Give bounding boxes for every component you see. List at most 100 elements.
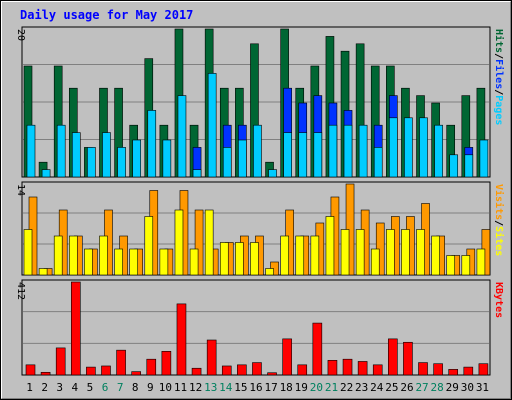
bar-kbytes-day-24 (372, 364, 383, 376)
bar-kbytes-day-7 (116, 349, 126, 376)
bar-sites-day-16 (250, 242, 259, 276)
x-tick-label-day-13: 13 (204, 381, 217, 394)
x-tick-label-day-30: 30 (461, 381, 474, 394)
bar-kbytes-day-27 (418, 362, 428, 376)
bar-pages-day-14 (222, 147, 232, 178)
bar-sites-day-24 (370, 248, 380, 276)
x-tick-label-day-5: 5 (87, 381, 94, 394)
bar-kbytes-day-30 (463, 366, 474, 376)
bar-kbytes-day-22 (342, 358, 353, 376)
bar-sites-day-8 (129, 248, 138, 276)
legend-entry-separator: / (493, 220, 504, 226)
bar-kbytes-day-28 (433, 363, 443, 376)
bar-sites-day-26 (401, 229, 410, 276)
bar-kbytes-day-3 (55, 347, 66, 376)
bar-kbytes-day-13 (206, 339, 217, 376)
bar-kbytes-day-5 (86, 366, 96, 376)
bar-sites-day-18 (280, 235, 289, 276)
bar-pages-day-19 (298, 132, 308, 178)
bar-kbytes-day-31 (478, 363, 489, 376)
bar-sites-day-31 (476, 248, 486, 276)
x-tick-label-day-16: 16 (249, 381, 262, 394)
bar-visits-day-12 (194, 209, 204, 276)
bar-sites-day-7 (114, 248, 123, 276)
bar-sites-day-10 (159, 248, 169, 276)
bar-kbytes-day-6 (101, 365, 111, 376)
bar-kbytes-day-8 (131, 371, 141, 376)
bar-pages-day-21 (328, 124, 338, 178)
x-tick-label-day-19: 19 (295, 381, 308, 394)
bar-kbytes-day-15 (237, 364, 247, 376)
legend-entry-separator: / (493, 89, 504, 95)
bar-pages-day-3 (56, 124, 66, 178)
bar-pages-day-2 (41, 169, 51, 178)
bar-pages-day-27 (419, 117, 428, 178)
bar-sites-day-12 (189, 248, 199, 276)
x-tick-label-day-20: 20 (310, 381, 323, 394)
panel-middle-legend: Visits/Sites (493, 184, 505, 256)
bar-kbytes-day-18 (282, 338, 292, 376)
legend-entry-files: Files (493, 59, 505, 89)
bar-pages-day-25 (389, 117, 398, 178)
bar-kbytes-day-9 (146, 358, 157, 376)
bar-sites-day-11 (174, 209, 184, 276)
legend-entry-separator: / (493, 53, 504, 59)
bar-sites-day-13 (204, 209, 214, 276)
x-tick-label-day-26: 26 (400, 381, 413, 394)
x-tick-label-day-9: 9 (147, 381, 154, 394)
bar-kbytes-day-21 (327, 360, 338, 376)
bar-kbytes-day-23 (357, 361, 368, 376)
x-tick-label-day-27: 27 (415, 381, 428, 394)
bar-kbytes-day-4 (70, 281, 81, 376)
legend-entry-kbytes: KBytes (493, 282, 504, 318)
bar-pages-day-11 (177, 95, 187, 178)
bar-pages-day-28 (434, 124, 443, 178)
bar-sites-day-14 (219, 242, 229, 276)
bar-kbytes-day-25 (388, 338, 398, 376)
bar-pages-day-23 (358, 124, 368, 178)
x-tick-label-day-8: 8 (132, 381, 139, 394)
panel-top: 20 Hits/Files/Pages (15, 26, 505, 178)
bar-pages-day-16 (253, 124, 262, 178)
bar-sites-day-6 (99, 235, 108, 276)
legend-entry-pages: Pages (493, 95, 504, 125)
bar-pages-day-8 (132, 139, 141, 178)
x-tick-label-day-3: 3 (56, 381, 63, 394)
bar-pages-day-10 (162, 139, 172, 178)
panel-bottom-ymax-label: 412 (15, 282, 26, 300)
bar-pages-day-20 (313, 132, 323, 178)
x-axis-labels: 1 2 3 4 5 6 7 8 9 10 11 12 13 14 15 16 17 18 19 20 21 22 23 24 2… (26, 381, 489, 394)
x-tick-label-day-12: 12 (189, 381, 202, 394)
bar-sites-day-3 (53, 235, 63, 276)
bar-kbytes-day-17 (267, 372, 277, 376)
bar-kbytes-day-16 (252, 362, 262, 376)
bar-kbytes-day-11 (176, 303, 187, 376)
bar-sites-day-21 (325, 216, 335, 276)
bar-kbytes-day-12 (191, 367, 202, 376)
x-tick-label-day-10: 10 (159, 381, 172, 394)
panel-middle-ymax-label: 14 (15, 184, 26, 196)
bar-sites-day-29 (446, 255, 456, 276)
bar-sites-day-17 (265, 268, 274, 276)
bar-pages-day-7 (117, 147, 126, 178)
panel-top-legend: Hits/Files/Pages (493, 29, 505, 125)
bar-pages-day-12 (192, 169, 202, 178)
bar-sites-day-30 (461, 255, 471, 276)
x-tick-label-day-22: 22 (340, 381, 353, 394)
bar-pages-day-26 (404, 117, 413, 178)
bar-kbytes-day-14 (221, 365, 232, 376)
x-tick-label-day-7: 7 (117, 381, 124, 394)
bar-pages-day-15 (238, 139, 247, 178)
bar-kbytes-day-19 (297, 364, 308, 376)
legend-entry-sites: Sites (493, 226, 505, 256)
panel-bottom-frame (21, 279, 491, 376)
bar-pages-day-13 (207, 73, 217, 178)
bar-kbytes-day-1 (25, 364, 36, 376)
x-tick-label-day-18: 18 (280, 381, 293, 394)
bar-kbytes-day-20 (312, 322, 323, 376)
bar-sites-day-4 (68, 235, 78, 276)
bar-pages-day-31 (479, 139, 489, 178)
bar-sites-day-22 (340, 229, 350, 276)
x-tick-label-day-31: 31 (476, 381, 489, 394)
